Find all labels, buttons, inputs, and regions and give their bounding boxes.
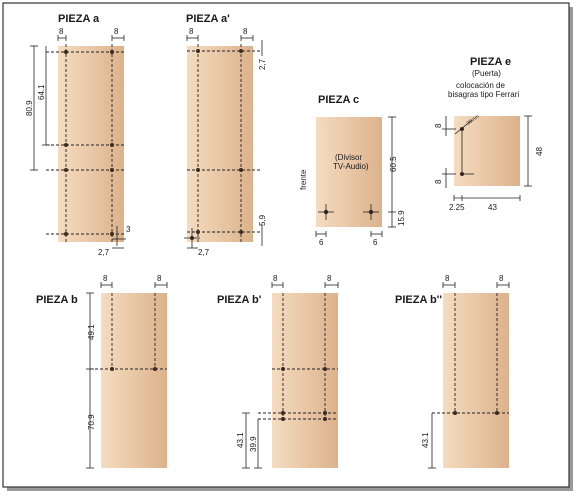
dim-c-w2: 6 xyxy=(373,238,378,247)
dim-e-w1: 2.25 xyxy=(449,203,465,212)
piece-e-caption-2: bisagras tipo Ferrari xyxy=(448,90,519,99)
dim-e-w2: 43 xyxy=(488,203,497,212)
dim-b3-w2: 8 xyxy=(499,274,504,283)
piece-b3-title: PIEZA b'' xyxy=(395,294,442,306)
piece-a: PIEZA a 8 8 80.9 64.1 2,7 3 xyxy=(25,13,131,257)
piece-c: PIEZA c (Divisor TV-Audio) frente 60.5 1… xyxy=(299,94,406,247)
piece-c-note-1: (Divisor xyxy=(335,153,362,162)
dim-e-h: 48 xyxy=(535,147,544,156)
piece-a-prime: PIEZA a' 8 8 2,7 5,9 2,7 xyxy=(184,13,267,257)
dim-b-w1: 8 xyxy=(103,274,108,283)
dim-a-w1: 8 xyxy=(59,27,64,36)
dim-e-v2: 8 xyxy=(434,179,443,184)
piece-c-side-label: frente xyxy=(299,169,308,190)
dim-a-h2: 64.1 xyxy=(37,84,46,100)
dim-e-v1: 8 xyxy=(434,123,443,128)
piece-b: PIEZA b 8 8 49.1 70.9 xyxy=(36,274,168,469)
dim-b3-h1: 43.1 xyxy=(421,432,430,448)
dim-b2-w1: 8 xyxy=(273,274,278,283)
piece-b-panel xyxy=(101,293,167,468)
piece-b-title: PIEZA b xyxy=(36,294,78,306)
dim-a-h1: 80.9 xyxy=(25,100,34,116)
dim-b-h1: 49.1 xyxy=(87,324,96,340)
dim-c-h1: 60.5 xyxy=(389,156,398,172)
piece-c-note-2: TV-Audio) xyxy=(333,162,369,171)
piece-b3-panel xyxy=(443,293,509,468)
dim-a2-b1: 5,9 xyxy=(258,214,267,226)
dim-c-h2: 15.9 xyxy=(397,210,406,226)
dim-b-w2: 8 xyxy=(157,274,162,283)
dim-a2-b2: 2,7 xyxy=(198,248,210,257)
dim-a-b2: 3 xyxy=(126,225,131,234)
dim-b2-h2: 39.9 xyxy=(249,436,258,452)
piece-b2-panel xyxy=(272,293,338,468)
dim-a2-w1: 8 xyxy=(189,27,194,36)
piece-b-prime: PIEZA b' 8 8 43.1 39.9 xyxy=(217,274,339,469)
piece-b-double-prime: PIEZA b'' 8 8 43.1 xyxy=(395,274,510,469)
piece-b2-title: PIEZA b' xyxy=(217,294,262,306)
dim-a-b1: 2,7 xyxy=(98,248,110,257)
piece-a-panel xyxy=(58,46,124,242)
piece-a-title: PIEZA a xyxy=(58,13,100,25)
piece-e-subtitle: (Puerta) xyxy=(472,69,501,78)
piece-e-title: PIEZA e xyxy=(470,56,511,68)
dim-c-w1: 6 xyxy=(319,238,324,247)
dim-b3-w1: 8 xyxy=(445,274,450,283)
dim-b2-w2: 8 xyxy=(327,274,332,283)
piece-a2-panel xyxy=(187,46,253,242)
piece-e-caption-1: colocación de xyxy=(456,81,505,90)
dim-a2-w2: 8 xyxy=(243,27,248,36)
dim-b2-h1: 43.1 xyxy=(236,432,245,448)
dim-b-h2: 70.9 xyxy=(87,414,96,430)
dim-a-w2: 8 xyxy=(114,27,119,36)
piece-a2-title: PIEZA a' xyxy=(186,13,230,25)
dim-a2-t1: 2,7 xyxy=(258,58,267,70)
piece-c-title: PIEZA c xyxy=(318,94,359,106)
piece-e: PIEZA e (Puerta) colocación de bisagras … xyxy=(434,56,544,212)
